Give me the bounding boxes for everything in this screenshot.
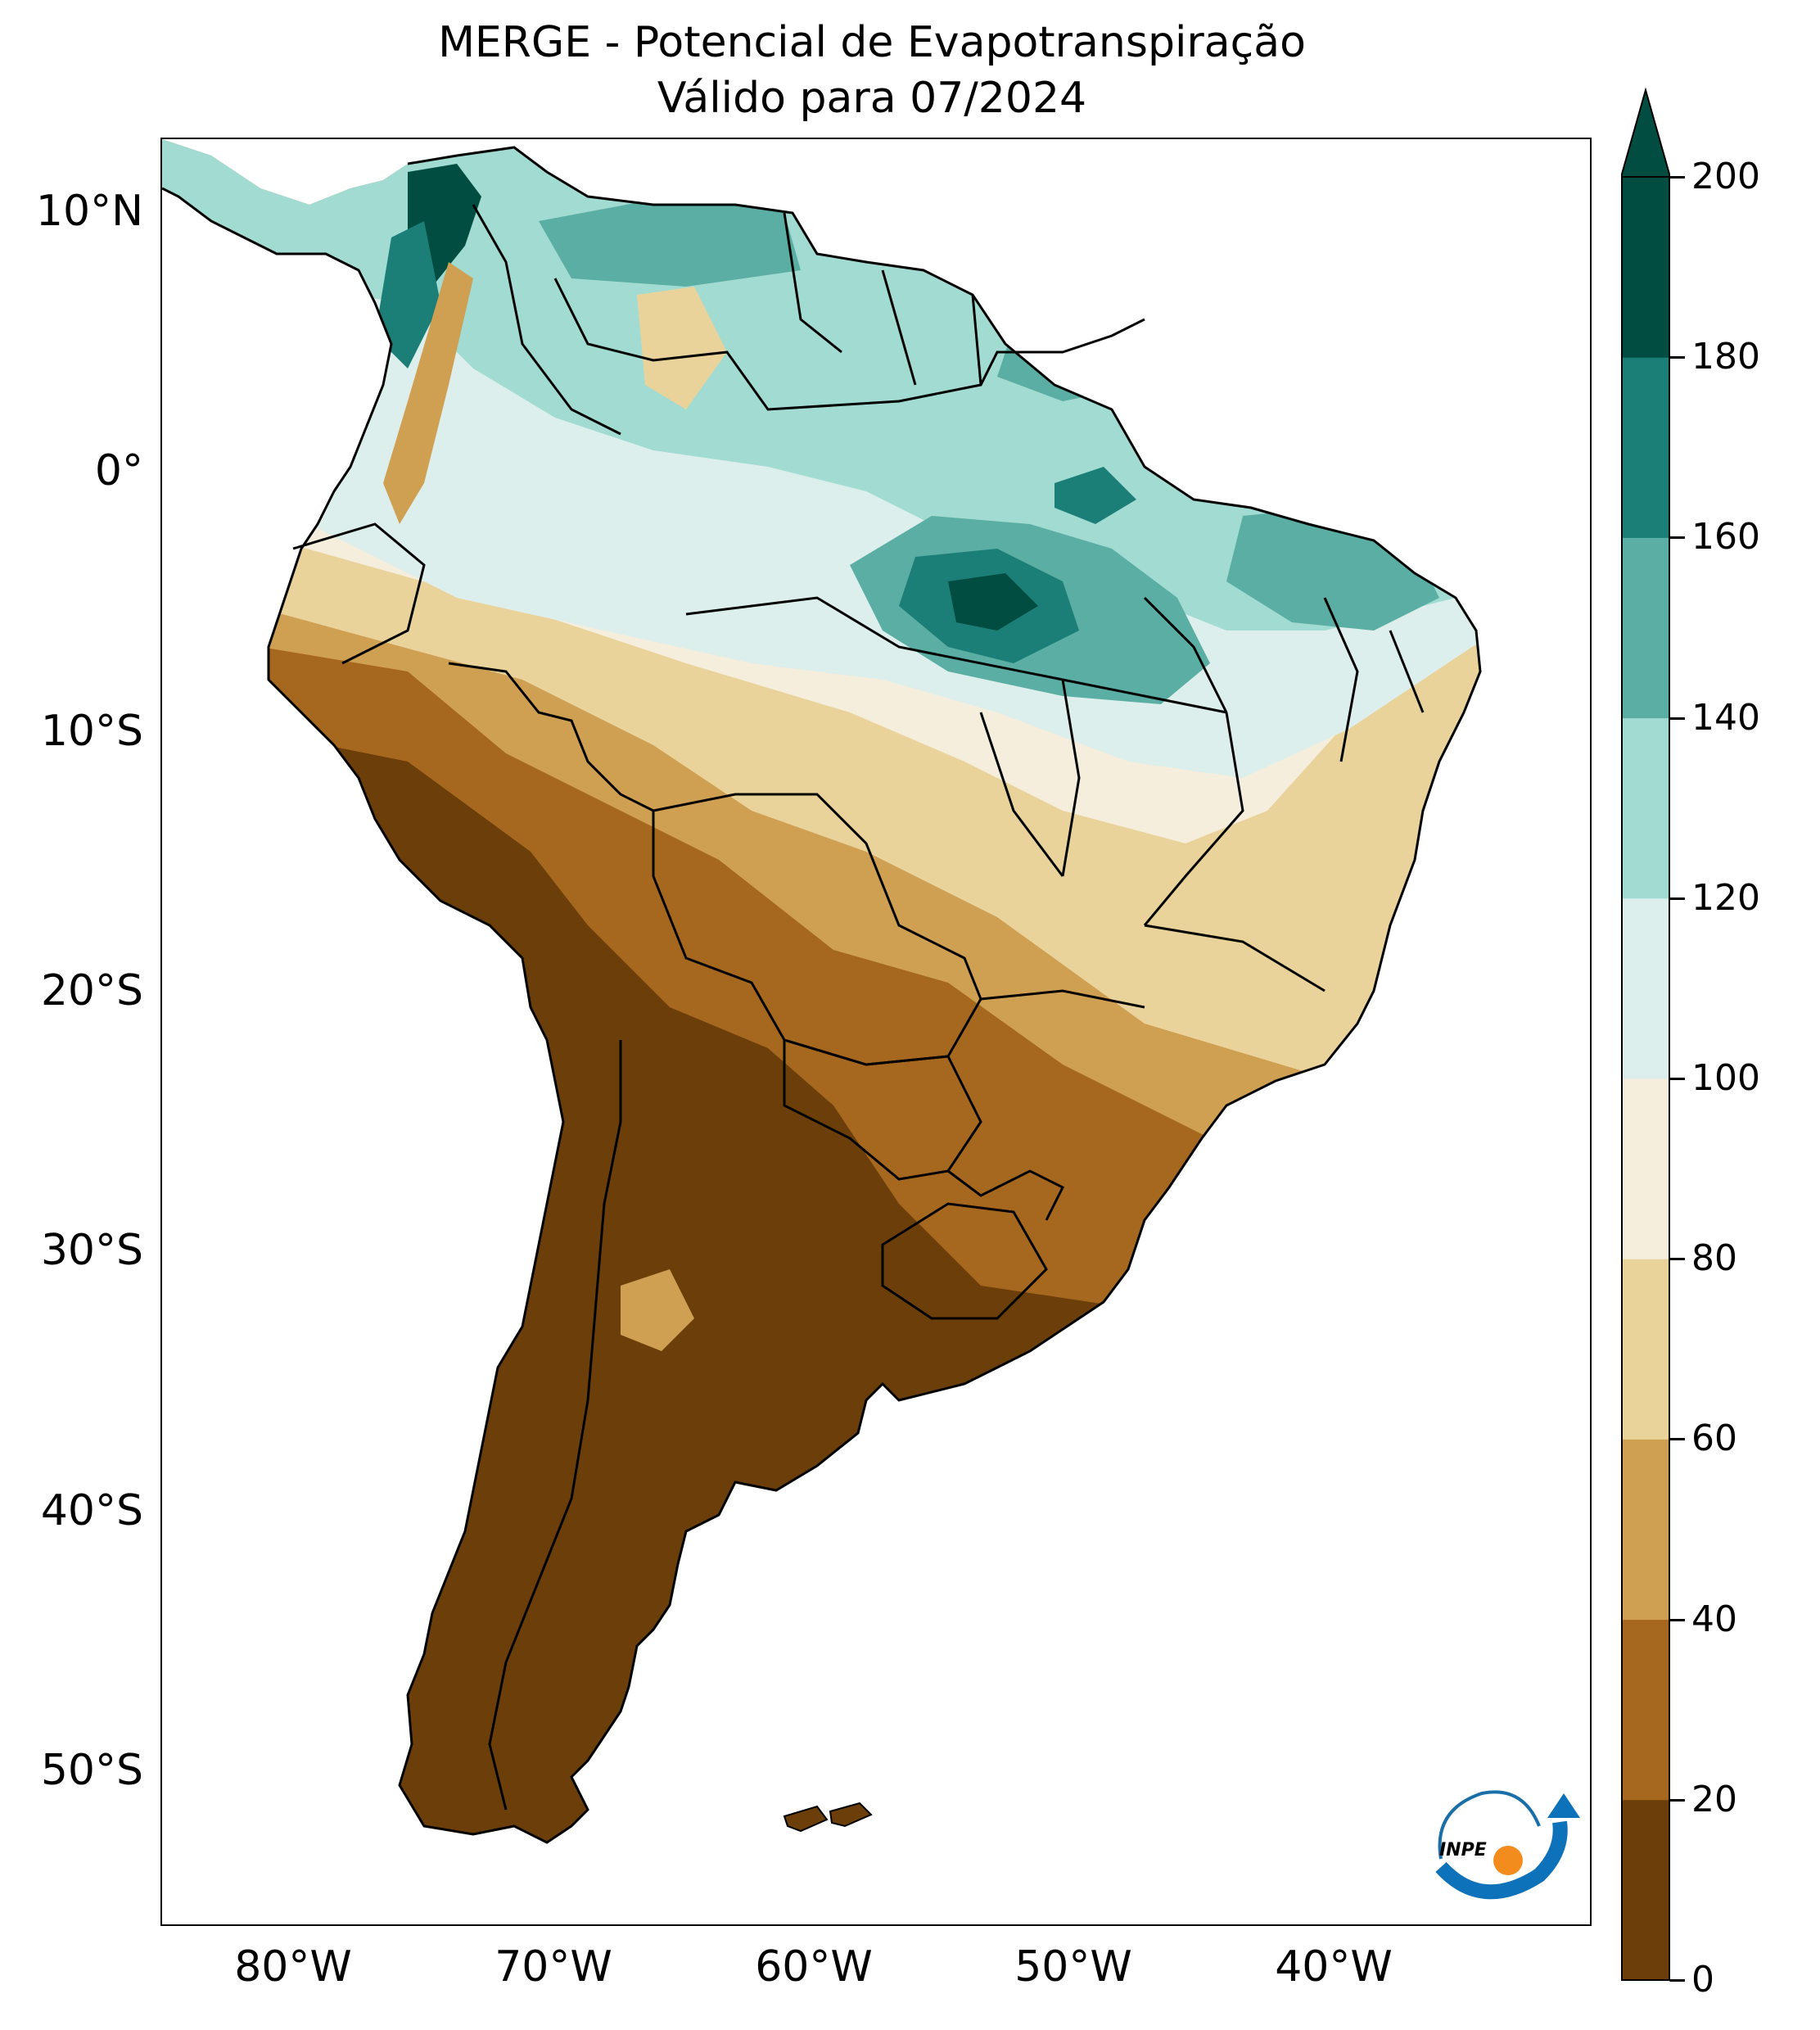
colorbar-tick-label: 80 [1691,1237,1737,1280]
colorbar-tick-mark [1670,536,1685,540]
colorbar-tick-label: 40 [1691,1598,1737,1640]
colorbar-segment [1622,357,1669,538]
colorbar-tick-label: 180 [1691,336,1760,378]
colorbar-tick-label: 120 [1691,876,1760,919]
colorbar-segment [1622,897,1669,1079]
colorbar [1621,87,1670,1982]
continent-coastline [162,146,1482,1844]
colorbar-segment [1622,537,1669,719]
colorbar-tick-mark [1670,1798,1685,1802]
colorbar-tick-mark [1670,1979,1685,1982]
map-subtitle: Válido para 07/2024 [657,74,1087,123]
lon-label-80w: 80°W [234,1942,352,1992]
colorbar-tick-mark [1670,1438,1685,1441]
brazil-west-border [553,278,1145,411]
colorbar-frame [1621,176,1670,1981]
colorbar-tick-label: 60 [1691,1417,1737,1460]
colorbar-tick-mark [1670,1078,1685,1080]
colorbar-segment [1622,177,1669,358]
colorbar-tick-label: 0 [1691,1959,1714,2001]
colorbar-tick-mark [1670,1618,1685,1621]
colorbar-tick-mark [1670,1258,1685,1261]
colorbar-segment [1622,1619,1669,1801]
lon-label-70w: 70°W [495,1942,612,1992]
guianas-borders [783,212,982,386]
lon-label-40w: 40°W [1275,1942,1393,1992]
inpe-logo: INPE [1435,1790,1580,1900]
colorbar-tick-mark [1670,897,1685,900]
colorbar-segment [1622,1259,1669,1440]
bolivia-border [652,793,982,1066]
lat-label-30s: 30°S [40,1226,143,1275]
colorbar-segment [1622,1078,1669,1259]
colorbar-segments [1622,177,1669,1981]
colorbar-tick-mark [1670,356,1685,359]
colorbar-segment [1622,717,1669,899]
lon-label-50w: 50°W [1014,1942,1132,1992]
colorbar-segment [1622,1439,1669,1621]
lat-label-20s: 20°S [40,966,143,1015]
colorbar-tick-label: 200 [1691,156,1760,197]
argentina-brazil-border [947,1169,1065,1221]
country-borders [162,146,1482,1844]
colorbar-tick-label: 100 [1691,1057,1760,1099]
colorbar-tick-label: 140 [1691,696,1760,739]
south-america-map [162,139,1482,1844]
chile-argentina-border [488,1040,622,1811]
lon-label-60w: 60°W [755,1942,873,1992]
colorbar-tick-mark [1670,717,1685,720]
map-plot-area [160,138,1592,1926]
lat-label-10n: 10°N [35,187,143,236]
colorbar-tick-label: 20 [1691,1778,1737,1820]
lat-label-40s: 40°S [40,1486,143,1535]
lat-label-10s: 10°S [40,707,143,756]
evapotranspiration-fill [162,139,1480,1842]
ecuador-border [292,522,426,665]
falkland-islands [783,1802,873,1833]
brazil-state-lines [685,596,1425,1009]
colorbar-segment [1622,1799,1669,1981]
colorbar-tick-mark [1670,176,1685,179]
colombia-venezuela-border [472,204,621,436]
peru-brazil-border [448,662,654,812]
lat-label-0: 0° [94,446,143,495]
svg-text:INPE: INPE [1439,1840,1487,1860]
colorbar-extend-arrow [1621,87,1670,178]
map-title: MERGE - Potencial de Evapotranspiração [438,18,1306,67]
colorbar-tick-label: 160 [1691,516,1760,558]
lat-label-50s: 50°S [40,1746,143,1795]
uruguay-border [881,1202,1048,1320]
